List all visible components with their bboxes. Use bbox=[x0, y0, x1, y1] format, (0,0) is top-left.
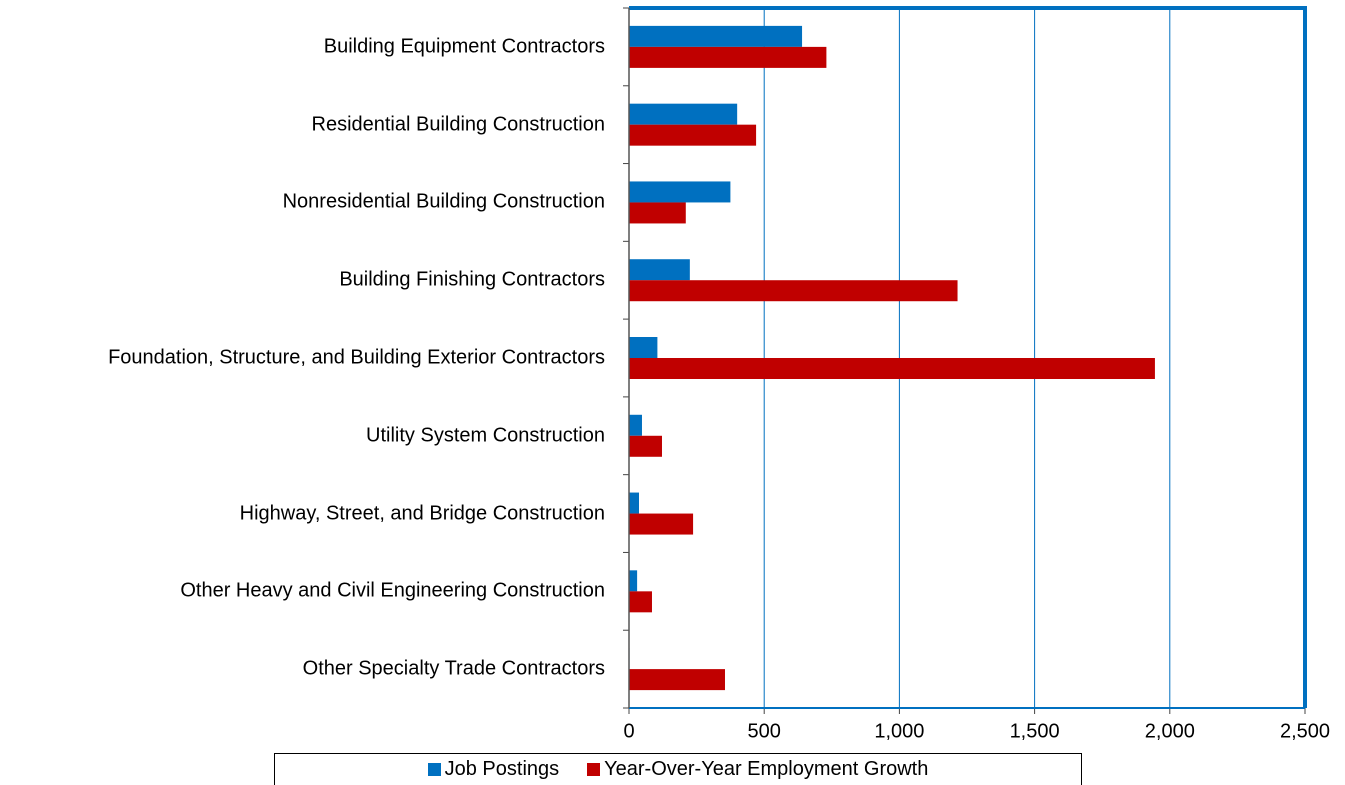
y-tick-label: Foundation, Structure, and Building Exte… bbox=[108, 346, 605, 369]
y-tick-label: Building Equipment Contractors bbox=[323, 35, 605, 58]
bar bbox=[629, 435, 662, 457]
x-tick-label: 2,000 bbox=[1145, 720, 1195, 742]
bar bbox=[629, 591, 652, 613]
legend-label: Job Postings bbox=[444, 758, 560, 780]
legend-swatch bbox=[427, 763, 441, 776]
legend-item: Job Postings bbox=[427, 758, 560, 781]
y-tick-label: Residential Building Construction bbox=[311, 113, 606, 136]
bar bbox=[629, 358, 1155, 379]
bar bbox=[629, 669, 725, 691]
bar bbox=[629, 492, 640, 514]
x-tick-label: 1,000 bbox=[874, 720, 924, 742]
y-tick-label: Nonresidential Building Construction bbox=[282, 190, 605, 213]
bar bbox=[629, 181, 731, 203]
legend-item: Year-Over-Year Employment Growth bbox=[587, 758, 928, 781]
bar bbox=[629, 202, 686, 224]
x-tick-label: 0 bbox=[623, 720, 634, 742]
bar bbox=[629, 103, 738, 125]
legend: Job Postings Year-Over-Year Employment Gr… bbox=[274, 753, 1082, 785]
bar bbox=[629, 124, 757, 146]
bar bbox=[629, 46, 827, 68]
x-tick-label: 2,500 bbox=[1280, 720, 1330, 742]
y-tick-label: Building Finishing Contractors bbox=[339, 268, 605, 291]
bar bbox=[629, 570, 638, 592]
bar bbox=[629, 337, 658, 358]
bar bbox=[629, 25, 803, 47]
bar bbox=[629, 280, 958, 302]
y-tick-label: Utility System Construction bbox=[366, 424, 605, 447]
legend-label: Year-Over-Year Employment Growth bbox=[604, 758, 929, 780]
bar bbox=[629, 513, 694, 535]
y-tick-label: Other Heavy and Civil Engineering Constr… bbox=[180, 579, 605, 602]
bar bbox=[629, 414, 642, 436]
x-tick-label: 500 bbox=[748, 720, 781, 742]
x-tick-label: 1,500 bbox=[1010, 720, 1060, 742]
y-tick-label: Highway, Street, and Bridge Construction bbox=[239, 502, 605, 525]
legend-swatch bbox=[587, 763, 601, 776]
y-tick-label: Other Specialty Trade Contractors bbox=[302, 657, 605, 680]
bar bbox=[629, 259, 690, 281]
